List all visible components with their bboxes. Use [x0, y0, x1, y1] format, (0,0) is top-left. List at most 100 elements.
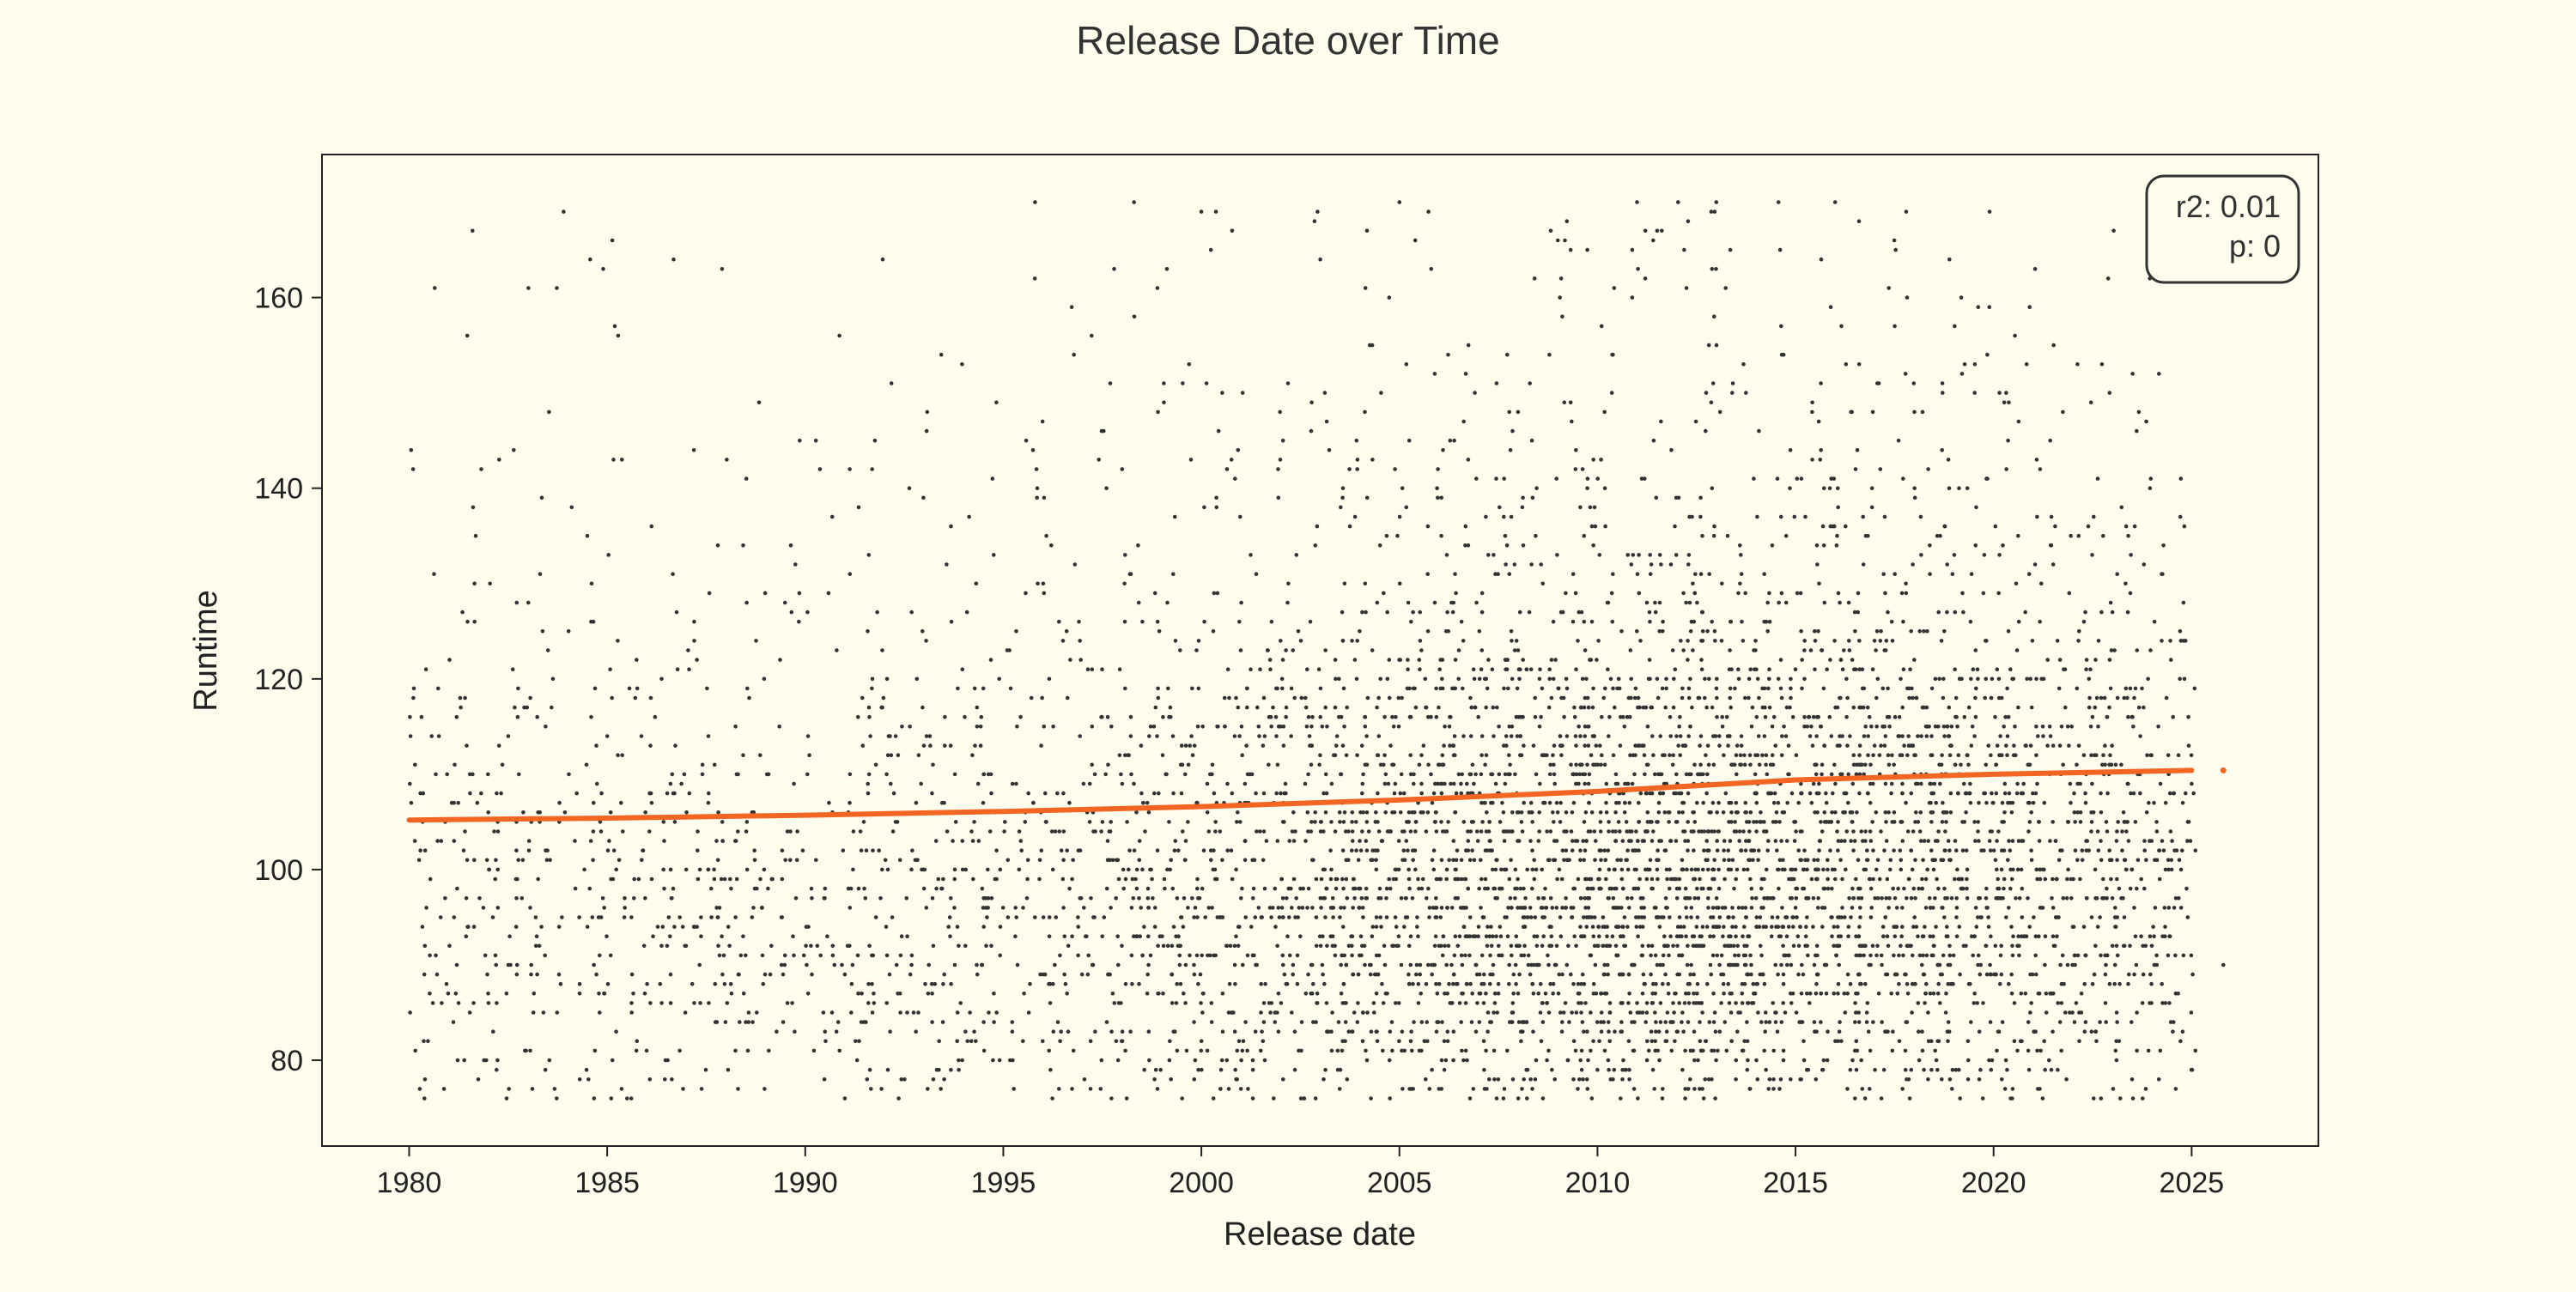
- scatter-point: [1916, 734, 1920, 738]
- scatter-point: [1795, 476, 1800, 481]
- scatter-point: [1857, 972, 1862, 977]
- scatter-point: [465, 333, 470, 338]
- scatter-point: [1415, 915, 1419, 919]
- scatter-point: [1196, 981, 1200, 986]
- scatter-point: [1126, 753, 1130, 757]
- scatter-point: [1819, 381, 1823, 385]
- scatter-point: [1800, 829, 1804, 834]
- scatter-point: [2024, 362, 2029, 367]
- scatter-point: [2057, 1020, 2063, 1024]
- scatter-point: [1467, 772, 1473, 777]
- scatter-point: [809, 943, 813, 949]
- scatter-point: [1324, 419, 1329, 424]
- scatter-point: [677, 915, 682, 919]
- scatter-point: [1374, 915, 1379, 919]
- scatter-point: [1602, 848, 1607, 852]
- scatter-point: [1657, 925, 1662, 929]
- scatter-point: [1655, 676, 1660, 682]
- scatter-point: [1920, 1029, 1924, 1034]
- scatter-point: [1546, 1048, 1551, 1053]
- scatter-point: [1698, 1039, 1703, 1044]
- scatter-point: [988, 772, 993, 777]
- scatter-point: [1353, 886, 1358, 891]
- scatter-point: [1374, 810, 1378, 815]
- scatter-point: [880, 648, 884, 652]
- scatter-point: [1671, 1001, 1675, 1005]
- scatter-point: [1680, 858, 1685, 863]
- scatter-point: [1728, 619, 1734, 624]
- scatter-point: [1597, 867, 1602, 872]
- scatter-point: [1779, 753, 1784, 757]
- scatter-point: [1489, 925, 1493, 929]
- scatter-point: [698, 1001, 702, 1005]
- scatter-point: [1838, 1020, 1842, 1024]
- scatter-point: [872, 992, 876, 996]
- scatter-point: [1882, 848, 1886, 852]
- scatter-point: [1363, 714, 1367, 719]
- scatter-point: [1855, 448, 1860, 452]
- scatter-point: [1364, 495, 1370, 500]
- scatter-point: [1485, 686, 1490, 691]
- scatter-point: [1484, 829, 1489, 834]
- scatter-point: [536, 876, 540, 882]
- scatter-point: [1734, 876, 1738, 882]
- scatter-point: [600, 896, 605, 901]
- scatter-point: [1698, 572, 1704, 576]
- scatter-point: [552, 1087, 557, 1091]
- scatter-point: [957, 1058, 961, 1063]
- scatter-point: [1998, 734, 2002, 738]
- scatter-point: [1762, 829, 1766, 834]
- scatter-point: [422, 1039, 426, 1044]
- scatter-point: [1827, 486, 1832, 490]
- scatter-point: [466, 925, 471, 929]
- scatter-point: [1008, 686, 1013, 691]
- scatter-point: [1235, 820, 1239, 824]
- scatter-point: [1668, 839, 1673, 843]
- scatter-point: [1254, 572, 1259, 576]
- scatter-point: [1700, 610, 1705, 615]
- scatter-point: [884, 1001, 889, 1005]
- scatter-point: [1570, 419, 1574, 424]
- scatter-point: [1309, 992, 1315, 996]
- scatter-point: [2000, 1077, 2004, 1082]
- scatter-point: [1105, 839, 1110, 843]
- scatter-point: [1727, 858, 1731, 863]
- scatter-point: [952, 962, 957, 967]
- scatter-point: [1956, 876, 1961, 882]
- scatter-point: [1229, 1010, 1234, 1015]
- scatter-point: [1437, 667, 1442, 671]
- scatter-point: [1275, 762, 1280, 767]
- scatter-point: [1653, 610, 1658, 615]
- scatter-point: [1987, 305, 1992, 310]
- scatter-point: [1805, 992, 1809, 996]
- scatter-point: [1451, 781, 1456, 786]
- scatter-point: [1736, 906, 1741, 910]
- scatter-point: [1082, 906, 1086, 910]
- scatter-point: [1564, 676, 1569, 682]
- scatter-point: [1439, 791, 1444, 796]
- scatter-point: [750, 1020, 755, 1024]
- scatter-point: [1784, 839, 1789, 843]
- scatter-point: [1230, 228, 1235, 234]
- scatter-point: [1743, 810, 1747, 815]
- scatter-point: [1625, 714, 1630, 719]
- scatter-point: [1680, 810, 1685, 815]
- scatter-point: [1802, 848, 1807, 852]
- scatter-point: [1940, 381, 1945, 385]
- scatter-point: [2129, 791, 2133, 796]
- scatter-point: [1549, 695, 1554, 701]
- scatter-point: [885, 1067, 890, 1072]
- scatter-point: [1947, 848, 1952, 852]
- scatter-point: [1312, 219, 1317, 223]
- scatter-point: [1836, 981, 1841, 986]
- scatter-point: [862, 886, 866, 891]
- scatter-point: [1971, 953, 1975, 958]
- scatter-point: [1520, 1087, 1524, 1091]
- scatter-point: [1854, 1067, 1859, 1072]
- scatter-point: [1571, 800, 1577, 805]
- scatter-point: [726, 1067, 731, 1072]
- scatter-point: [1070, 1087, 1074, 1091]
- scatter-point: [1414, 962, 1419, 967]
- scatter-point: [1176, 848, 1181, 852]
- scatter-point: [2009, 972, 2014, 977]
